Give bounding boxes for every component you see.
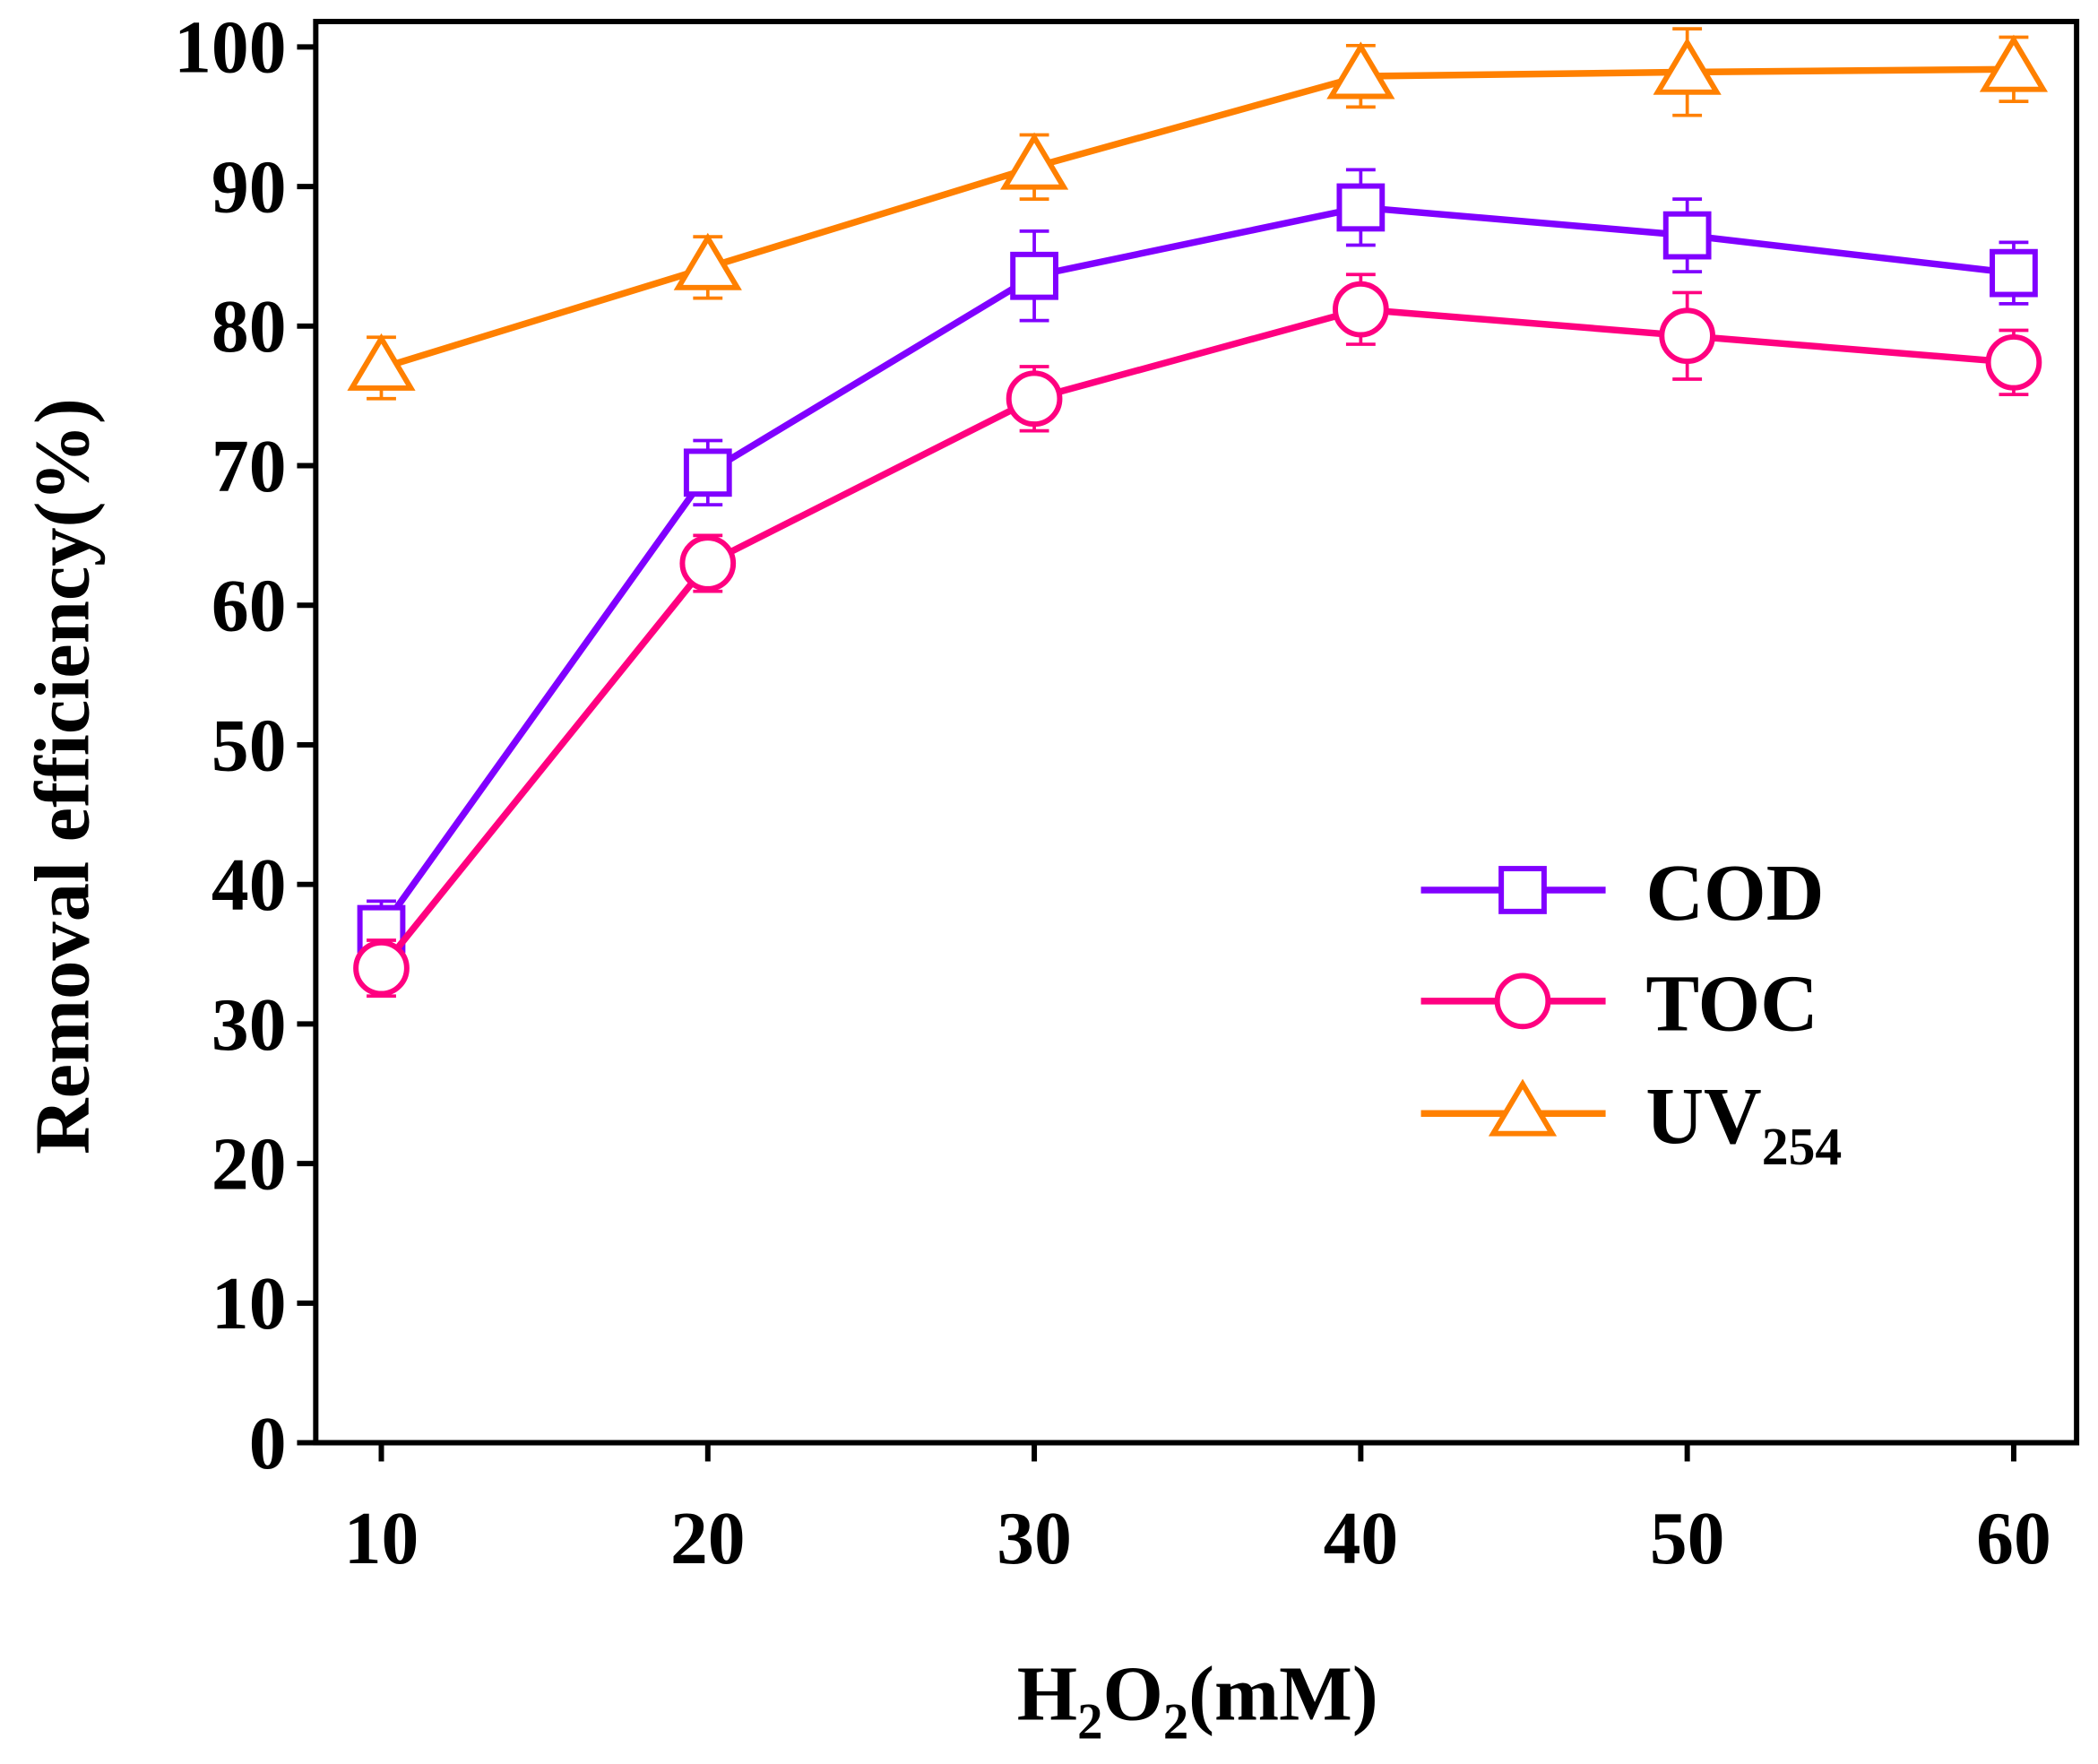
x-tick-label: 30 [997,1498,1072,1580]
series-line [378,306,2015,971]
data-point [679,535,737,592]
data-point [1653,37,1722,95]
x-tick-label: 10 [344,1498,419,1580]
data-point [347,333,416,391]
y-tick-label: 50 [212,705,287,787]
series-cod [367,168,2029,959]
legend-label: COD [1645,849,1824,938]
data-point [353,939,410,997]
y-tick-label: 40 [212,844,287,927]
y-tick-label: 80 [212,286,287,368]
y-tick-label: 20 [212,1123,287,1206]
data-point [1990,248,2038,298]
x-tick-label: 20 [670,1498,746,1580]
plot-frame [313,19,2080,1446]
x-tick-label: 60 [1976,1498,2051,1580]
data-point [683,448,732,497]
y-tick-label: 70 [212,426,287,508]
y-tick-label: 60 [212,566,287,648]
data-point [1336,183,1386,232]
legend-marker [1498,866,1547,914]
legend-label: UV254 [1645,1072,1842,1176]
series-line [378,203,2015,931]
legend-label: TOC [1645,960,1817,1049]
data-point [1006,370,1063,428]
data-point [1659,307,1716,365]
y-tick-label: 0 [249,1403,287,1485]
data-point [1326,41,1395,99]
data-point [999,132,1069,190]
x-tick-label: 50 [1650,1498,1725,1580]
y-tick-label: 10 [212,1263,287,1345]
data-point [1333,281,1389,338]
data-point [1662,211,1712,260]
y-tick-label: 30 [212,984,287,1067]
legend-marker [1488,1078,1558,1137]
data-point [1010,251,1058,300]
y-tick-label: 100 [174,7,286,90]
data-point [673,232,742,290]
y-axis-label: Removal efficiency(%) [20,398,106,1154]
data-point [1985,333,2042,391]
series-line [380,65,2014,372]
data-point [1979,34,2049,92]
x-tick-label: 40 [1324,1498,1399,1580]
y-tick-label: 90 [212,146,287,229]
legend-marker [1494,973,1551,1030]
x-axis-label: H2O2(mM) [1017,1651,1378,1751]
